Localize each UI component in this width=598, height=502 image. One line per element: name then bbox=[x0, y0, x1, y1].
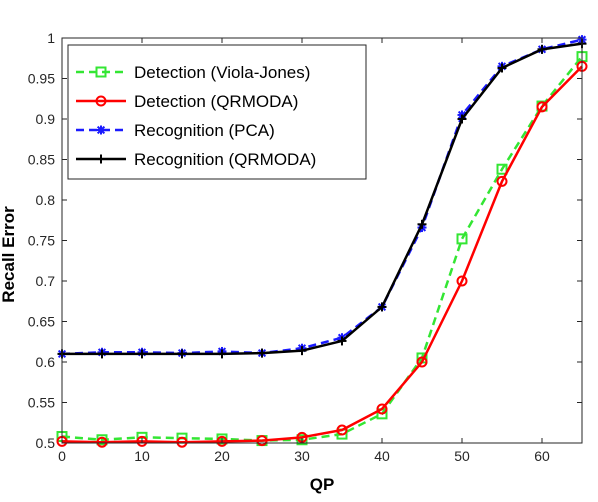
legend-label: Recognition (PCA) bbox=[134, 121, 275, 140]
series-line bbox=[61, 55, 583, 442]
data-point bbox=[456, 233, 468, 245]
y-tick-label: 0.9 bbox=[36, 111, 56, 127]
data-point bbox=[377, 302, 387, 312]
data-point bbox=[297, 346, 307, 356]
data-point bbox=[417, 219, 427, 229]
y-tick-label: 0.75 bbox=[28, 233, 55, 249]
data-point bbox=[256, 435, 268, 447]
x-tick-label: 50 bbox=[454, 448, 470, 464]
x-tick-label: 0 bbox=[58, 448, 66, 464]
y-tick-label: 0.8 bbox=[36, 192, 56, 208]
data-point bbox=[496, 175, 508, 187]
data-point bbox=[136, 435, 148, 447]
data-point bbox=[336, 424, 348, 436]
data-point bbox=[96, 436, 108, 448]
legend-entry: Recognition (QRMODA) bbox=[76, 150, 316, 169]
data-point bbox=[496, 163, 508, 175]
y-tick-label: 0.65 bbox=[28, 314, 55, 330]
series-line bbox=[62, 42, 583, 356]
y-tick-label: 0.5 bbox=[36, 435, 56, 451]
ticks-layer: 0 10 20 30 40 50 60 0.5 0.55 0.6 0.65 0.7 0.75 0.8 0.8… bbox=[28, 30, 582, 464]
x-tick-label: 20 bbox=[214, 448, 230, 464]
data-point bbox=[137, 349, 147, 359]
data-point bbox=[176, 436, 188, 448]
x-tick-label: 30 bbox=[294, 448, 310, 464]
data-point bbox=[497, 63, 507, 73]
legend-label: Recognition (QRMODA) bbox=[134, 150, 316, 169]
legend-entry: Detection (QRMODA) bbox=[76, 92, 298, 111]
legend: Detection (Viola-Jones) Detection (QRMODA… bbox=[67, 44, 367, 180]
legend-entry: Recognition (PCA) bbox=[76, 121, 275, 140]
data-point bbox=[216, 435, 228, 447]
legend-box bbox=[67, 44, 367, 180]
legend-label: Detection (QRMODA) bbox=[134, 92, 298, 111]
y-tick-label: 0.95 bbox=[28, 71, 55, 87]
data-point bbox=[177, 349, 187, 359]
series-2 bbox=[56, 60, 588, 448]
data-point bbox=[337, 336, 347, 346]
y-tick-label: 0.85 bbox=[28, 152, 55, 168]
data-point bbox=[217, 349, 227, 359]
series-line bbox=[61, 38, 583, 356]
y-tick-label: 0.6 bbox=[36, 354, 56, 370]
series-4 bbox=[57, 39, 587, 359]
data-point bbox=[97, 349, 107, 359]
series-layer bbox=[56, 35, 588, 448]
legend-entry: Detection (Viola-Jones) bbox=[76, 63, 310, 82]
data-point bbox=[456, 275, 468, 287]
data-point bbox=[376, 403, 388, 415]
y-tick-label: 0.55 bbox=[28, 395, 55, 411]
legend-marker bbox=[96, 154, 106, 164]
data-point bbox=[257, 348, 267, 358]
legend-marker bbox=[95, 95, 107, 107]
y-axis-title: Recall Error bbox=[0, 206, 18, 303]
legend-marker bbox=[96, 125, 106, 135]
data-point bbox=[416, 356, 428, 368]
x-tick-label: 40 bbox=[374, 448, 390, 464]
data-point bbox=[457, 114, 467, 124]
data-point bbox=[537, 44, 547, 54]
series-line bbox=[61, 65, 583, 444]
legend-label: Detection (Viola-Jones) bbox=[134, 63, 310, 82]
x-axis-title: QP bbox=[310, 475, 335, 494]
x-tick-label: 60 bbox=[534, 448, 550, 464]
legend-marker bbox=[95, 66, 107, 78]
y-tick-label: 0.7 bbox=[36, 273, 56, 289]
data-point bbox=[536, 101, 548, 113]
x-tick-label: 10 bbox=[134, 448, 150, 464]
y-tick-label: 1 bbox=[47, 30, 55, 46]
